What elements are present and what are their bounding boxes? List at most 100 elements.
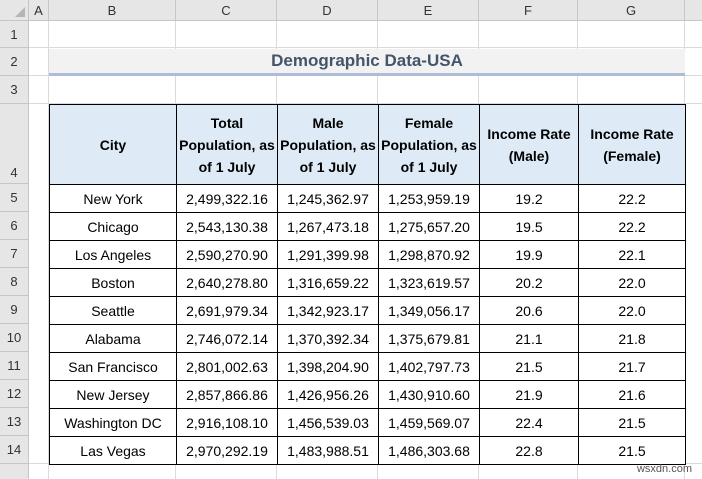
- gridline: [29, 103, 702, 104]
- cell-total-population[interactable]: 2,499,322.16: [176, 184, 278, 213]
- column-header-e[interactable]: E: [378, 0, 479, 21]
- cell-total-population[interactable]: 2,640,278.80: [176, 268, 278, 297]
- cell-total-population[interactable]: 2,970,292.19: [176, 436, 278, 465]
- cell-total-population[interactable]: 2,857,866.86: [176, 380, 278, 409]
- cell-income-rate-male[interactable]: 22.4: [479, 408, 579, 437]
- header-income-rate-female[interactable]: Income Rate (Female): [578, 104, 686, 185]
- gridline: [29, 47, 702, 48]
- column-header-a[interactable]: A: [29, 0, 49, 21]
- row-header-7[interactable]: 7: [0, 240, 29, 268]
- row-header-13[interactable]: 13: [0, 408, 29, 436]
- header-income-rate-male[interactable]: Income Rate (Male): [479, 104, 579, 185]
- cell-city[interactable]: Boston: [49, 268, 177, 297]
- cell-city[interactable]: Chicago: [49, 212, 177, 241]
- cell-female-population[interactable]: 1,349,056.17: [378, 296, 480, 325]
- cell-income-rate-female[interactable]: 21.5: [578, 436, 686, 465]
- cell-city[interactable]: New Jersey: [49, 380, 177, 409]
- column-header-b[interactable]: B: [49, 0, 176, 21]
- row-header-9[interactable]: 9: [0, 296, 29, 324]
- row-header-4[interactable]: 4: [0, 104, 29, 184]
- cell-total-population[interactable]: 2,746,072.14: [176, 324, 278, 353]
- cell-male-population[interactable]: 1,291,399.98: [277, 240, 379, 269]
- cell-city[interactable]: Alabama: [49, 324, 177, 353]
- header-female-population[interactable]: Female Population, as of 1 July: [378, 104, 480, 185]
- cell-income-rate-female[interactable]: 21.8: [578, 324, 686, 353]
- cell-male-population[interactable]: 1,245,362.97: [277, 184, 379, 213]
- cell-female-population[interactable]: 1,486,303.68: [378, 436, 480, 465]
- cell-total-population[interactable]: 2,543,130.38: [176, 212, 278, 241]
- row-header-3[interactable]: 3: [0, 76, 29, 104]
- cell-male-population[interactable]: 1,426,956.26: [277, 380, 379, 409]
- watermark-text: wsxdn.com: [636, 463, 692, 475]
- cell-income-rate-male[interactable]: 19.2: [479, 184, 579, 213]
- row-header-6[interactable]: 6: [0, 212, 29, 240]
- cell-income-rate-female[interactable]: 22.2: [578, 184, 686, 213]
- select-all-corner[interactable]: [0, 0, 29, 21]
- cell-male-population[interactable]: 1,316,659.22: [277, 268, 379, 297]
- cell-male-population[interactable]: 1,267,473.18: [277, 212, 379, 241]
- cell-total-population[interactable]: 2,590,270.90: [176, 240, 278, 269]
- cell-income-rate-female[interactable]: 22.0: [578, 268, 686, 297]
- cell-male-population[interactable]: 1,342,923.17: [277, 296, 379, 325]
- cell-city[interactable]: San Francisco: [49, 352, 177, 381]
- column-header-c[interactable]: C: [176, 0, 277, 21]
- cell-male-population[interactable]: 1,456,539.03: [277, 408, 379, 437]
- row-header-15-partial[interactable]: [0, 464, 29, 479]
- cell-city[interactable]: New York: [49, 184, 177, 213]
- table-row: San Francisco 2,801,002.63 1,398,204.90 …: [49, 352, 686, 381]
- cell-female-population[interactable]: 1,375,679.81: [378, 324, 480, 353]
- column-header-g[interactable]: G: [578, 0, 685, 21]
- column-header-f[interactable]: F: [479, 0, 578, 21]
- cell-city[interactable]: Seattle: [49, 296, 177, 325]
- cell-female-population[interactable]: 1,275,657.20: [378, 212, 480, 241]
- cell-total-population[interactable]: 2,916,108.10: [176, 408, 278, 437]
- header-city[interactable]: City: [49, 104, 177, 185]
- row-header-1[interactable]: 1: [0, 21, 29, 48]
- demographic-table: City Total Population, as of 1 July Male…: [49, 104, 686, 465]
- row-header-8[interactable]: 8: [0, 268, 29, 296]
- row-header-11[interactable]: 11: [0, 352, 29, 380]
- table-row: New York 2,499,322.16 1,245,362.97 1,253…: [49, 184, 686, 213]
- cell-male-population[interactable]: 1,398,204.90: [277, 352, 379, 381]
- cell-income-rate-female[interactable]: 22.0: [578, 296, 686, 325]
- table-row: Alabama 2,746,072.14 1,370,392.34 1,375,…: [49, 324, 686, 353]
- cell-female-population[interactable]: 1,402,797.73: [378, 352, 480, 381]
- cell-city[interactable]: Washington DC: [49, 408, 177, 437]
- cell-total-population[interactable]: 2,691,979.34: [176, 296, 278, 325]
- column-header-h-partial[interactable]: [685, 0, 702, 21]
- cell-income-rate-male[interactable]: 20.6: [479, 296, 579, 325]
- table-row: New Jersey 2,857,866.86 1,426,956.26 1,4…: [49, 380, 686, 409]
- cell-income-rate-female[interactable]: 21.6: [578, 380, 686, 409]
- cell-income-rate-female[interactable]: 21.5: [578, 408, 686, 437]
- row-header-5[interactable]: 5: [0, 184, 29, 212]
- header-male-population[interactable]: Male Population, as of 1 July: [277, 104, 379, 185]
- cell-income-rate-female[interactable]: 21.7: [578, 352, 686, 381]
- header-total-population[interactable]: Total Population, as of 1 July: [176, 104, 278, 185]
- cell-male-population[interactable]: 1,370,392.34: [277, 324, 379, 353]
- cell-income-rate-male[interactable]: 21.5: [479, 352, 579, 381]
- cell-total-population[interactable]: 2,801,002.63: [176, 352, 278, 381]
- cell-female-population[interactable]: 1,323,619.57: [378, 268, 480, 297]
- cell-female-population[interactable]: 1,459,569.07: [378, 408, 480, 437]
- row-header-12[interactable]: 12: [0, 380, 29, 408]
- row-header-10[interactable]: 10: [0, 324, 29, 352]
- cell-income-rate-male[interactable]: 19.5: [479, 212, 579, 241]
- row-header-2[interactable]: 2: [0, 48, 29, 76]
- cell-income-rate-male[interactable]: 21.9: [479, 380, 579, 409]
- cell-female-population[interactable]: 1,298,870.92: [378, 240, 480, 269]
- cell-female-population[interactable]: 1,253,959.19: [378, 184, 480, 213]
- column-header-d[interactable]: D: [277, 0, 378, 21]
- cell-income-rate-male[interactable]: 20.2: [479, 268, 579, 297]
- cell-city[interactable]: Las Vegas: [49, 436, 177, 465]
- cell-city[interactable]: Los Angeles: [49, 240, 177, 269]
- sheet-title[interactable]: Demographic Data-USA: [49, 49, 685, 76]
- table-row: Washington DC 2,916,108.10 1,456,539.03 …: [49, 408, 686, 437]
- cell-income-rate-female[interactable]: 22.2: [578, 212, 686, 241]
- cell-income-rate-male[interactable]: 21.1: [479, 324, 579, 353]
- cell-income-rate-male[interactable]: 22.8: [479, 436, 579, 465]
- cell-income-rate-female[interactable]: 22.1: [578, 240, 686, 269]
- cell-male-population[interactable]: 1,483,988.51: [277, 436, 379, 465]
- cell-female-population[interactable]: 1,430,910.60: [378, 380, 480, 409]
- cell-income-rate-male[interactable]: 19.9: [479, 240, 579, 269]
- row-header-14[interactable]: 14: [0, 436, 29, 464]
